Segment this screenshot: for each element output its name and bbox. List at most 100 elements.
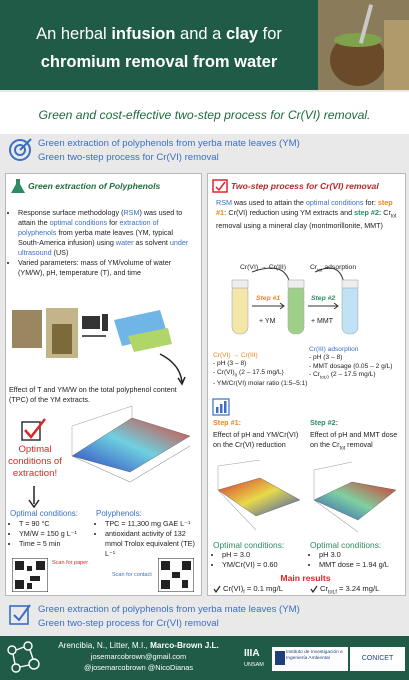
axis <box>71 455 131 483</box>
check <box>310 585 318 593</box>
tube-cap <box>287 279 305 289</box>
text: Cr <box>381 208 391 217</box>
conclusion: Green two-step process for Cr(VI) remova… <box>38 618 219 629</box>
qr-module <box>30 576 40 581</box>
text: Cr <box>310 264 318 271</box>
text: (2 – 17.5 mg/L) <box>237 368 284 376</box>
text: Cr <box>313 371 320 379</box>
param: - MMT dosage (0.05 – 2 g/L) <box>309 362 393 370</box>
conclusions: Green extraction of polyphenols from yer… <box>38 603 300 631</box>
bond <box>12 653 16 665</box>
surface <box>313 481 397 521</box>
step-label: Step #2: <box>310 418 338 427</box>
bullet-list: Response surface methodology (RSM) was u… <box>9 208 195 278</box>
arrow-head <box>28 499 40 508</box>
tube-cap <box>231 279 249 289</box>
authors-block: Arencibia, N., Litter, M.I., Marco-Brown… <box>46 640 231 673</box>
logo-iiia: IIIA <box>244 648 260 659</box>
text: Effect of pH and YM/Cr(VI) on the Cr(VI)… <box>213 430 299 449</box>
text: for <box>107 218 120 227</box>
panel-heading: Green extraction of Polyphenols <box>28 181 161 191</box>
arrow <box>19 138 32 151</box>
arrow-head <box>279 302 285 310</box>
bond <box>15 646 25 651</box>
logo-institute: Instituto de Investigación e Ingeniería … <box>286 650 343 661</box>
atom <box>28 658 40 670</box>
subscript: 0 <box>234 372 238 378</box>
param: - pH (3 – 8) <box>213 360 247 368</box>
conclusion-icon <box>9 604 31 625</box>
text: = 0.1 mg/L <box>244 584 283 593</box>
qr-module <box>172 572 180 578</box>
qr-module <box>182 580 188 588</box>
bond <box>29 649 34 660</box>
optimal-title: Optimal conditions: <box>213 540 285 550</box>
ring <box>9 139 31 161</box>
step1-text: Step #1: Effect of pH and YM/Cr(VI) on t… <box>213 418 305 450</box>
panel-heading: Two-step process for Cr(VI) removal <box>231 181 379 191</box>
axis <box>313 499 359 533</box>
param: - Crtot,0 (2 – 17.5 mg/L) <box>309 371 376 380</box>
subscript: tot,f <box>328 589 337 596</box>
extract <box>52 324 72 354</box>
callout: Optimal conditions of extraction! <box>8 444 62 479</box>
left-panel <box>5 173 202 596</box>
logo-unsam: UNSAM <box>244 662 264 668</box>
tube <box>231 283 249 335</box>
text: YM/Cr(VI) molar ratio (1:5–5:1) <box>216 379 308 387</box>
polyphenols-list: TPC = 11,300 mg GAE L⁻¹ antioxidant acti… <box>96 519 196 559</box>
text: removal <box>345 440 373 449</box>
text: pH (3 – 8) <box>313 354 343 362</box>
surface-plot <box>71 406 191 483</box>
params-title: Cr(VI) → Cr(III) <box>213 352 258 359</box>
box <box>9 605 29 625</box>
step2-optimal: Optimal conditions: pH 3.0MMT dose = 1.9… <box>310 540 402 570</box>
step-plots <box>217 460 397 533</box>
text: removal using a mineral clay (montmorill… <box>216 221 383 231</box>
handles: @josemarcobrown @NicoDianas <box>83 663 194 672</box>
qr-module <box>161 580 170 589</box>
molecule <box>7 641 40 673</box>
optimal-title: Optimal conditions: <box>10 509 79 518</box>
title-text: for <box>258 25 282 43</box>
step1-optimal: Optimal conditions: pH = 3.0YM/Cr(VI) = … <box>213 540 305 570</box>
text: ) was used to attain the <box>18 208 183 227</box>
header-photo <box>318 0 409 90</box>
subscript: tot <box>339 445 346 452</box>
logo-conicet: CONICET <box>361 655 394 662</box>
conclusion: Green extraction of polyphenols from yer… <box>38 604 300 615</box>
step-label: step #1: <box>216 198 393 217</box>
text: was used to attain the <box>231 198 306 207</box>
objective: Green two-step process for Cr(VI) remova… <box>38 152 219 163</box>
check <box>13 604 31 622</box>
step-label: step #2: <box>354 208 382 217</box>
subscript: tot,0 <box>320 374 329 380</box>
tube <box>341 283 359 335</box>
title-text: An herbal <box>36 25 112 43</box>
qr-module <box>15 580 24 589</box>
atom <box>11 663 21 673</box>
qr-module <box>161 561 170 570</box>
atom <box>23 641 33 651</box>
item: YM/W = 150 g L⁻¹ <box>19 529 95 539</box>
arrow-head <box>177 376 186 386</box>
surface <box>217 477 301 517</box>
highlight: extraction of polyphenols <box>18 218 159 237</box>
text: Effect of pH and MMT dose on the Cr <box>310 430 398 449</box>
item: YM/Cr(VI) = 0.60 <box>222 560 305 570</box>
axis-box <box>217 460 261 490</box>
polyphenols-title: Polyphenols: <box>96 509 142 518</box>
adsorption-label: Crtot adsorption <box>310 264 356 273</box>
params-step2: Cr(III) adsorption - pH (3 – 8) - MMT do… <box>309 346 401 382</box>
arrow <box>159 353 183 383</box>
text: Cr <box>320 584 329 593</box>
surface <box>71 417 191 473</box>
check <box>213 585 221 593</box>
axis <box>129 445 191 483</box>
step-label: Step #1 <box>256 295 281 302</box>
author-presenting: Marco-Brown J.L. <box>150 641 219 650</box>
optimal-list: T = 90 °C YM/W = 150 g L⁻¹ Time = 5 min <box>10 519 95 549</box>
highlight: water <box>115 238 134 247</box>
computer <box>82 316 100 329</box>
text: = 3.24 mg/L <box>336 584 380 593</box>
